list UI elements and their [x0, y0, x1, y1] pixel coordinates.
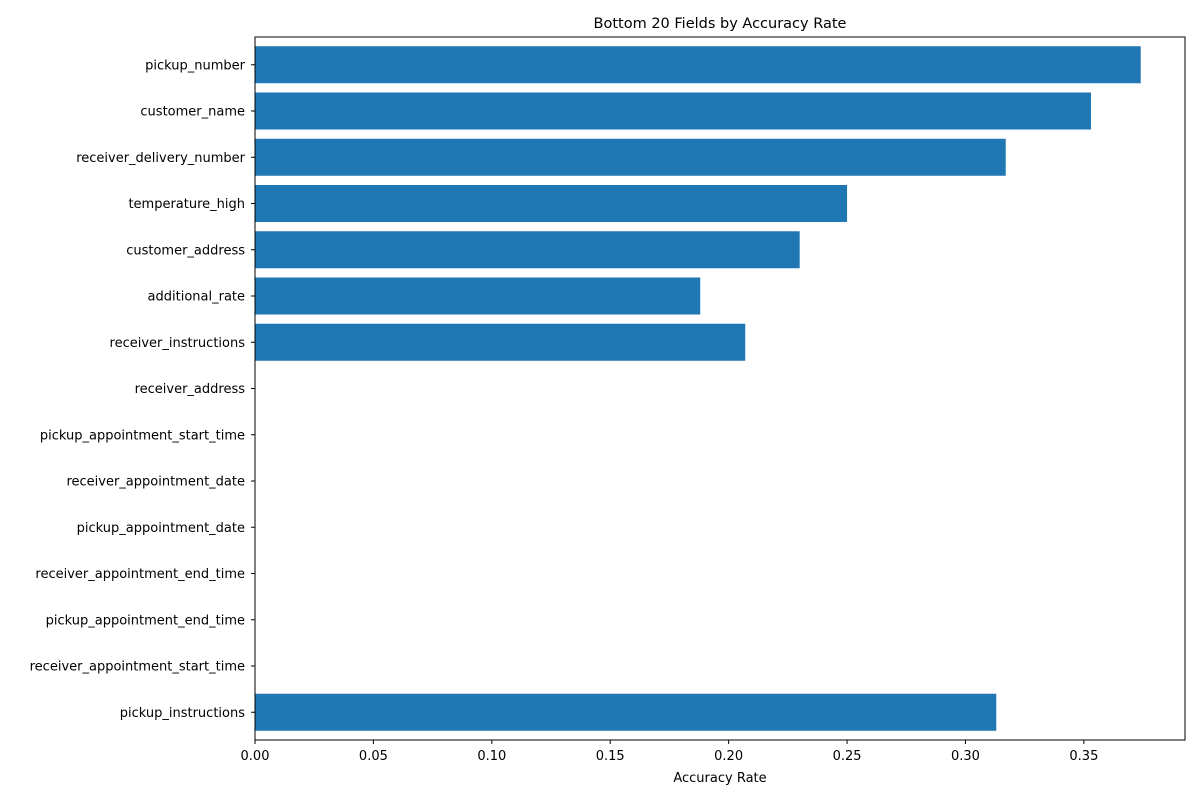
y-tick-label: pickup_instructions	[120, 706, 245, 721]
x-tick-label: 0.05	[359, 749, 388, 764]
y-tick-label: customer_name	[140, 105, 245, 120]
y-tick-label: pickup_appointment_start_time	[40, 428, 245, 443]
x-axis-label: Accuracy Rate	[673, 771, 766, 786]
chart-title: Bottom 20 Fields by Accuracy Rate	[594, 16, 847, 32]
y-tick-label: receiver_appointment_start_time	[30, 660, 245, 675]
plot-area: pickup_number customer_name receiver_deliv…	[30, 36, 1186, 764]
x-tick-label: 0.00	[241, 749, 270, 764]
x-tick-label: 0.10	[477, 749, 506, 764]
x-tick-label: 0.20	[714, 749, 743, 764]
y-tick-label: receiver_appointment_date	[66, 475, 245, 490]
bar-temperature-high	[255, 185, 848, 222]
bar-receiver-delivery-number	[255, 138, 1006, 176]
x-tick-label: 0.30	[951, 749, 980, 764]
bar-receiver-instructions	[255, 323, 746, 361]
bar-additional-rate	[255, 277, 701, 315]
bar-pickup-number	[255, 46, 1141, 84]
x-tick-label: 0.35	[1069, 749, 1098, 764]
y-tick-label: receiver_appointment_end_time	[35, 567, 245, 582]
x-tick-label: 0.15	[596, 749, 625, 764]
y-tick-label: customer_address	[126, 243, 245, 258]
y-tick-label: pickup_appointment_end_time	[46, 613, 245, 628]
y-tick-label: receiver_address	[135, 382, 246, 397]
y-tick-label: receiver_instructions	[110, 336, 246, 351]
y-tick-label: temperature_high	[128, 197, 245, 212]
bar-customer-name	[255, 92, 1091, 130]
y-tick-label: additional_rate	[148, 290, 245, 305]
bar-customer-address	[255, 231, 800, 269]
y-tick-label: pickup_number	[145, 58, 246, 73]
x-tick-label: 0.25	[833, 749, 862, 764]
y-tick-label: receiver_delivery_number	[76, 151, 245, 166]
y-tick-label: pickup_appointment_date	[77, 521, 245, 536]
bar-pickup-instructions	[255, 693, 997, 731]
